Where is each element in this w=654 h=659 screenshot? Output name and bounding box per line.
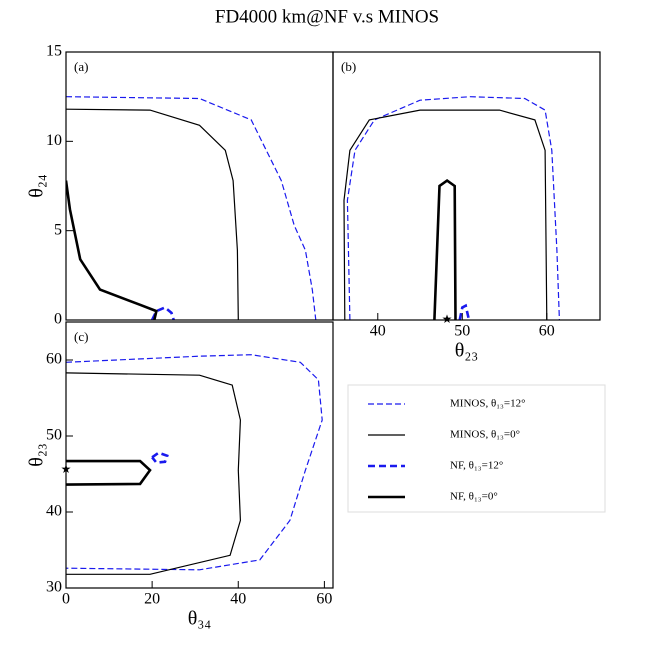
contour-line — [66, 372, 242, 575]
contour-line — [343, 109, 548, 320]
panel-frame — [65, 51, 334, 321]
contour-line — [66, 354, 323, 571]
panel-frame — [332, 51, 601, 321]
panel — [66, 354, 323, 575]
x-tick-label: 60 — [539, 323, 555, 340]
y-tick-label: 30 — [46, 579, 62, 596]
x-tick-label: 40 — [230, 591, 246, 608]
y-axis-label: θ₂₄ — [26, 174, 48, 198]
contour-line — [151, 451, 169, 464]
chart-title: FD4000 km@NF v.s MINOS — [215, 6, 439, 27]
contour-line — [66, 459, 152, 486]
x-axis-label: θ₂₃ — [455, 340, 479, 362]
y-tick-label: 50 — [46, 427, 62, 444]
contour-line — [433, 179, 457, 320]
contour-line — [66, 96, 317, 320]
panel-label: (b) — [341, 59, 356, 74]
panel-label: (c) — [74, 329, 88, 344]
legend-label: NF, θ₁₃=0° — [450, 491, 498, 503]
y-axis-label: θ₂₃ — [26, 443, 48, 467]
x-axis-label: θ₃₄ — [188, 608, 212, 630]
contour-line — [66, 108, 239, 320]
panel-label: (a) — [74, 59, 88, 74]
x-tick-label: 60 — [316, 591, 332, 608]
x-tick-label: 40 — [370, 323, 386, 340]
panel — [66, 96, 317, 320]
best-fit-star: ★ — [442, 312, 453, 326]
legend-box — [347, 384, 606, 513]
x-tick-label: 50 — [454, 323, 470, 340]
contour-line — [66, 180, 158, 320]
y-tick-label: 15 — [46, 43, 62, 60]
contour-line — [346, 96, 560, 320]
y-tick-label: 0 — [54, 311, 62, 328]
x-tick-label: 0 — [62, 591, 70, 608]
x-tick-label: 20 — [144, 591, 160, 608]
y-tick-label: 5 — [54, 221, 62, 238]
contour-line — [458, 303, 471, 320]
panel — [343, 96, 560, 320]
y-tick-label: 60 — [46, 351, 62, 368]
legend-label: MINOS, θ₁₃=12° — [450, 398, 526, 410]
y-tick-label: 10 — [46, 132, 62, 149]
panel-frame — [65, 321, 334, 589]
legend-label: MINOS, θ₁₃=0° — [450, 429, 520, 441]
legend-label: NF, θ₁₃=12° — [450, 460, 503, 472]
y-tick-label: 40 — [46, 503, 62, 520]
